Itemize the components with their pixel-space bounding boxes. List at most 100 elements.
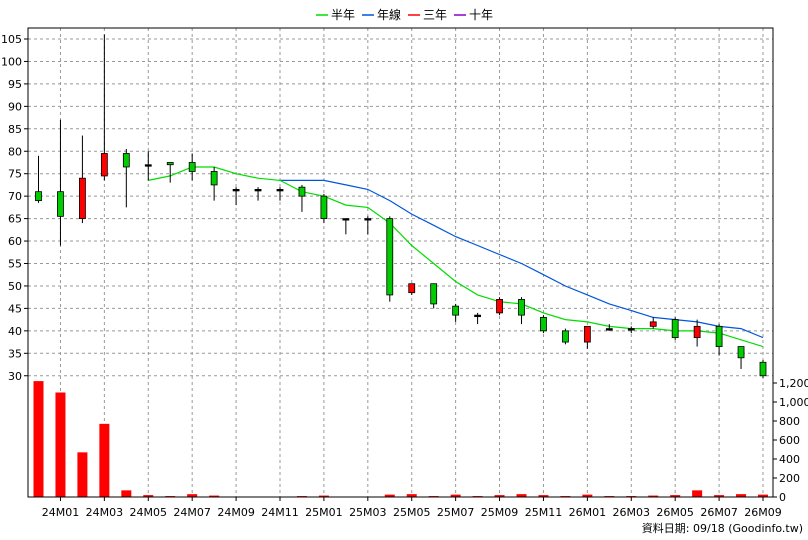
- volume-tick-label: 600: [779, 434, 800, 447]
- volume-bar: [55, 392, 66, 497]
- price-tick-label: 105: [1, 33, 22, 46]
- candle: [122, 149, 130, 208]
- legend-label-three-year: 三年: [423, 8, 447, 22]
- volume-bar: [406, 494, 417, 497]
- x-tick-label: 25M09: [481, 506, 519, 519]
- candle: [671, 317, 679, 340]
- x-tick-label: 25M07: [437, 506, 475, 519]
- candle: [627, 326, 635, 334]
- candle: [35, 155, 42, 203]
- legend-item-ten-year: 十年: [454, 8, 493, 22]
- moving-average-lines: [148, 166, 764, 348]
- candle: [737, 346, 745, 370]
- candle-body: [452, 305, 460, 316]
- price-tick-label: 85: [8, 123, 22, 136]
- candle-body: [518, 299, 525, 316]
- volume-bar: [187, 494, 198, 497]
- source-label: 資料日期: 09/18 (Goodinfo.tw): [642, 521, 803, 535]
- volume-bar: [670, 495, 681, 497]
- candle-body: [693, 325, 701, 338]
- candle-body: [188, 162, 196, 172]
- half-year-line: [148, 166, 764, 348]
- price-tick-label: 35: [8, 347, 22, 360]
- candle-body: [540, 316, 547, 332]
- candle-body: [386, 218, 394, 296]
- candle: [693, 319, 701, 347]
- volume-bar: [33, 381, 44, 497]
- candle-body: [166, 162, 174, 166]
- candle: [605, 324, 613, 331]
- candle: [430, 283, 438, 309]
- volume-tick-label: 400: [779, 453, 800, 466]
- volume-bar: [582, 494, 593, 497]
- candle: [342, 218, 350, 235]
- x-tick-label: 26M03: [613, 506, 651, 519]
- candle: [254, 187, 262, 201]
- candle-body: [583, 325, 591, 343]
- candle: [540, 315, 547, 334]
- x-tick-label: 25M01: [305, 506, 343, 519]
- volume-tick-label: 800: [779, 415, 800, 428]
- candle: [166, 162, 174, 183]
- candle: [496, 297, 503, 316]
- candle-body: [671, 319, 679, 338]
- price-tick-label: 55: [8, 258, 22, 271]
- candle-body: [496, 299, 503, 314]
- candle: [144, 151, 152, 181]
- x-tick-label: 26M05: [656, 506, 694, 519]
- candle: [518, 297, 525, 325]
- price-tick-label: 75: [8, 168, 22, 181]
- candle-body: [627, 328, 635, 331]
- price-axis: 30 35 40 45 50 55 60 65 70 75 80 85 90 95 100 105: [1, 33, 28, 383]
- candle-body: [57, 191, 64, 217]
- candle-body: [232, 189, 240, 192]
- candle: [759, 360, 767, 378]
- volume-bar: [121, 490, 132, 497]
- candle-body: [430, 283, 438, 305]
- x-tick-label: 25M11: [525, 506, 563, 519]
- legend-label-half-year: 半年: [331, 8, 355, 22]
- volume-tick-label: 200: [779, 472, 800, 485]
- legend-label-year-line: 年線: [377, 7, 401, 22]
- price-tick-label: 70: [8, 190, 22, 203]
- price-tick-label: 80: [8, 145, 22, 158]
- candle-body: [605, 328, 613, 331]
- volume-bar: [77, 452, 88, 497]
- candle: [210, 166, 218, 201]
- candle: [320, 193, 328, 224]
- volume-bar: [143, 495, 154, 497]
- volume-axis: 0 200 400 600 800 1,000 1,200: [773, 377, 808, 504]
- x-tick-label: 24M09: [217, 506, 255, 519]
- price-tick-label: 50: [8, 280, 22, 293]
- candle: [57, 119, 64, 246]
- x-tick-label: 26M01: [569, 506, 607, 519]
- candle-body: [254, 189, 262, 192]
- candle-body: [210, 171, 218, 186]
- volume-bar: [494, 495, 505, 497]
- legend-item-three-year: 三年: [408, 8, 447, 22]
- price-tick-label: 40: [8, 325, 22, 338]
- volume-bar: [648, 495, 659, 497]
- candle-body: [474, 314, 481, 318]
- legend: 半年 年線 三年 十年: [316, 7, 493, 22]
- candle-body: [737, 346, 745, 359]
- candlesticks: [35, 34, 767, 378]
- candle: [562, 328, 569, 345]
- candle-body: [342, 218, 350, 221]
- candle: [715, 324, 723, 356]
- candle: [100, 34, 108, 181]
- candle-body: [35, 191, 42, 202]
- candle-body: [759, 361, 767, 377]
- candle: [649, 317, 657, 329]
- volume-tick-label: 1,000: [779, 396, 808, 409]
- x-tick-label: 24M03: [86, 506, 124, 519]
- candle: [364, 216, 372, 235]
- volume-bar: [692, 490, 703, 497]
- candle: [298, 184, 306, 212]
- legend-item-year-line: 年線: [362, 7, 401, 22]
- candle-body: [320, 195, 328, 219]
- volume-bar: [758, 494, 768, 497]
- candle-body: [649, 321, 657, 327]
- volume-bar: [538, 495, 549, 497]
